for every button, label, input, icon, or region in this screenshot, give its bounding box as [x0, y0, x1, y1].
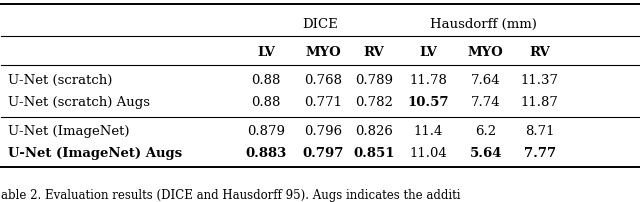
Text: U-Net (ImageNet): U-Net (ImageNet)	[8, 124, 129, 137]
Text: 7.74: 7.74	[471, 95, 500, 108]
Text: U-Net (scratch) Augs: U-Net (scratch) Augs	[8, 95, 150, 108]
Text: 11.4: 11.4	[413, 124, 443, 137]
Text: U-Net (ImageNet) Augs: U-Net (ImageNet) Augs	[8, 146, 182, 159]
Text: 0.88: 0.88	[251, 73, 280, 86]
Text: LV: LV	[257, 46, 275, 59]
Text: 0.797: 0.797	[303, 146, 344, 159]
Text: 0.796: 0.796	[304, 124, 342, 137]
Text: 7.77: 7.77	[524, 146, 556, 159]
Text: 0.782: 0.782	[355, 95, 393, 108]
Text: LV: LV	[419, 46, 437, 59]
Text: 11.37: 11.37	[521, 73, 559, 86]
Text: 7.64: 7.64	[471, 73, 500, 86]
Text: 8.71: 8.71	[525, 124, 555, 137]
Text: Hausdorff (mm): Hausdorff (mm)	[430, 18, 537, 31]
Text: 11.78: 11.78	[410, 73, 447, 86]
Text: 0.789: 0.789	[355, 73, 393, 86]
Text: 0.851: 0.851	[353, 146, 395, 159]
Text: 0.879: 0.879	[247, 124, 285, 137]
Text: U-Net (scratch): U-Net (scratch)	[8, 73, 112, 86]
Text: RV: RV	[529, 46, 550, 59]
Text: RV: RV	[364, 46, 385, 59]
Text: 0.883: 0.883	[245, 146, 287, 159]
Text: 6.2: 6.2	[475, 124, 496, 137]
Text: 0.826: 0.826	[355, 124, 393, 137]
Text: 5.64: 5.64	[469, 146, 502, 159]
Text: 11.04: 11.04	[410, 146, 447, 159]
Text: 0.88: 0.88	[251, 95, 280, 108]
Text: 0.771: 0.771	[304, 95, 342, 108]
Text: 11.87: 11.87	[521, 95, 559, 108]
Text: 0.768: 0.768	[304, 73, 342, 86]
Text: able 2. Evaluation results (DICE and Hausdorff 95). Augs indicates the additi: able 2. Evaluation results (DICE and Hau…	[1, 188, 461, 201]
Text: MYO: MYO	[305, 46, 341, 59]
Text: MYO: MYO	[468, 46, 504, 59]
Text: DICE: DICE	[302, 18, 338, 31]
Text: 10.57: 10.57	[408, 95, 449, 108]
